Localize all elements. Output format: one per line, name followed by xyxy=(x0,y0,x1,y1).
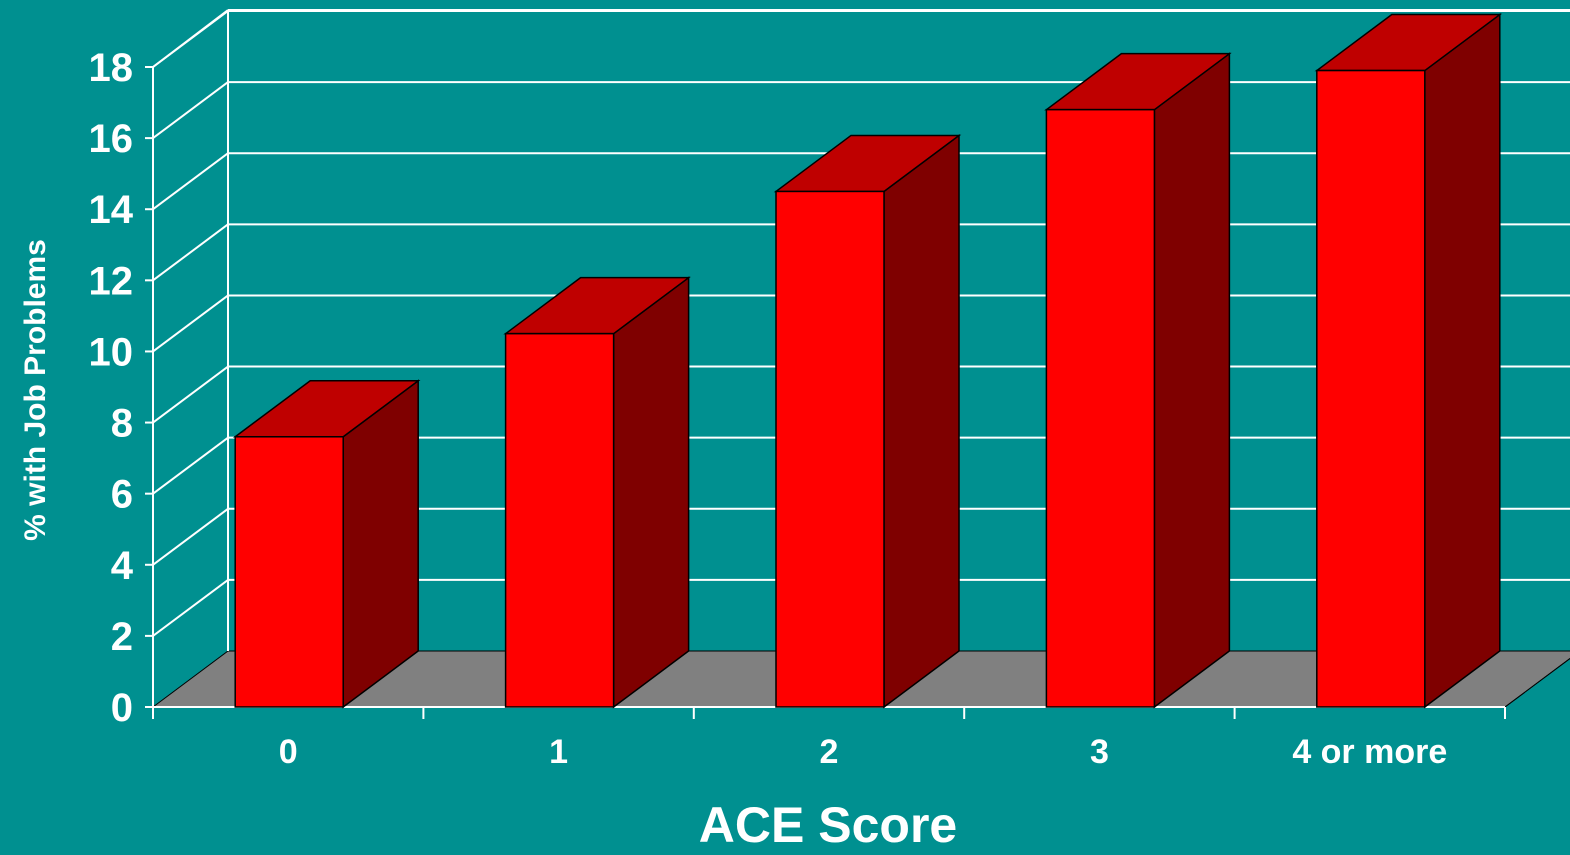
gridline-side-8 xyxy=(152,365,229,424)
gridline-side-12 xyxy=(152,223,229,282)
gridline-side-2 xyxy=(152,579,229,637)
bar-3 xyxy=(1044,52,1232,709)
chart-bars xyxy=(232,13,1503,709)
gridline-side-4 xyxy=(152,507,229,566)
bar-1 xyxy=(503,276,691,709)
x-tick-label-1: 1 xyxy=(549,733,568,771)
gridline-side-top xyxy=(152,9,229,68)
y-tick-label-2: 2 xyxy=(111,615,133,659)
bar-4 xyxy=(1314,13,1503,709)
x-tick-label-2: 2 xyxy=(820,733,839,771)
bar-side-1 xyxy=(612,276,690,709)
bar-front-1 xyxy=(504,332,615,708)
bar-0 xyxy=(232,379,421,709)
bar-side-3 xyxy=(1153,52,1231,709)
gridline-side-16 xyxy=(152,81,229,139)
y-tick-label-16: 16 xyxy=(89,117,134,161)
floor-right-edge xyxy=(1504,657,1570,708)
y-tick-label-8: 8 xyxy=(111,402,133,446)
bar-side-0 xyxy=(342,379,419,709)
bar-front-4 xyxy=(1316,69,1426,708)
x-tick-label-3: 3 xyxy=(1090,733,1109,771)
bar-front-3 xyxy=(1045,108,1156,708)
gridline-side-14 xyxy=(152,152,229,211)
gridline-side-6 xyxy=(152,436,229,495)
x-axis-title: ACE Score xyxy=(699,797,957,850)
gridline-side-10 xyxy=(152,294,229,353)
y-tick-label-18: 18 xyxy=(89,46,134,90)
y-tick-label-14: 14 xyxy=(89,188,134,232)
bar-side-2 xyxy=(883,133,960,709)
y-tick-label-0: 0 xyxy=(111,686,133,730)
y-tick-label-10: 10 xyxy=(89,330,134,374)
y-tick-label-4: 4 xyxy=(111,544,134,588)
x-tick-label-4: 4 or more xyxy=(1292,733,1447,771)
y-axis-title: % with Job Problems xyxy=(19,239,52,541)
y-tick-label-6: 6 xyxy=(111,473,133,517)
x-tick-label-0: 0 xyxy=(279,733,298,771)
y-tick-label-12: 12 xyxy=(89,259,134,303)
bar-2 xyxy=(773,133,962,709)
bar-front-0 xyxy=(234,436,344,708)
bar-side-4 xyxy=(1424,13,1501,709)
bar-front-2 xyxy=(775,190,885,708)
